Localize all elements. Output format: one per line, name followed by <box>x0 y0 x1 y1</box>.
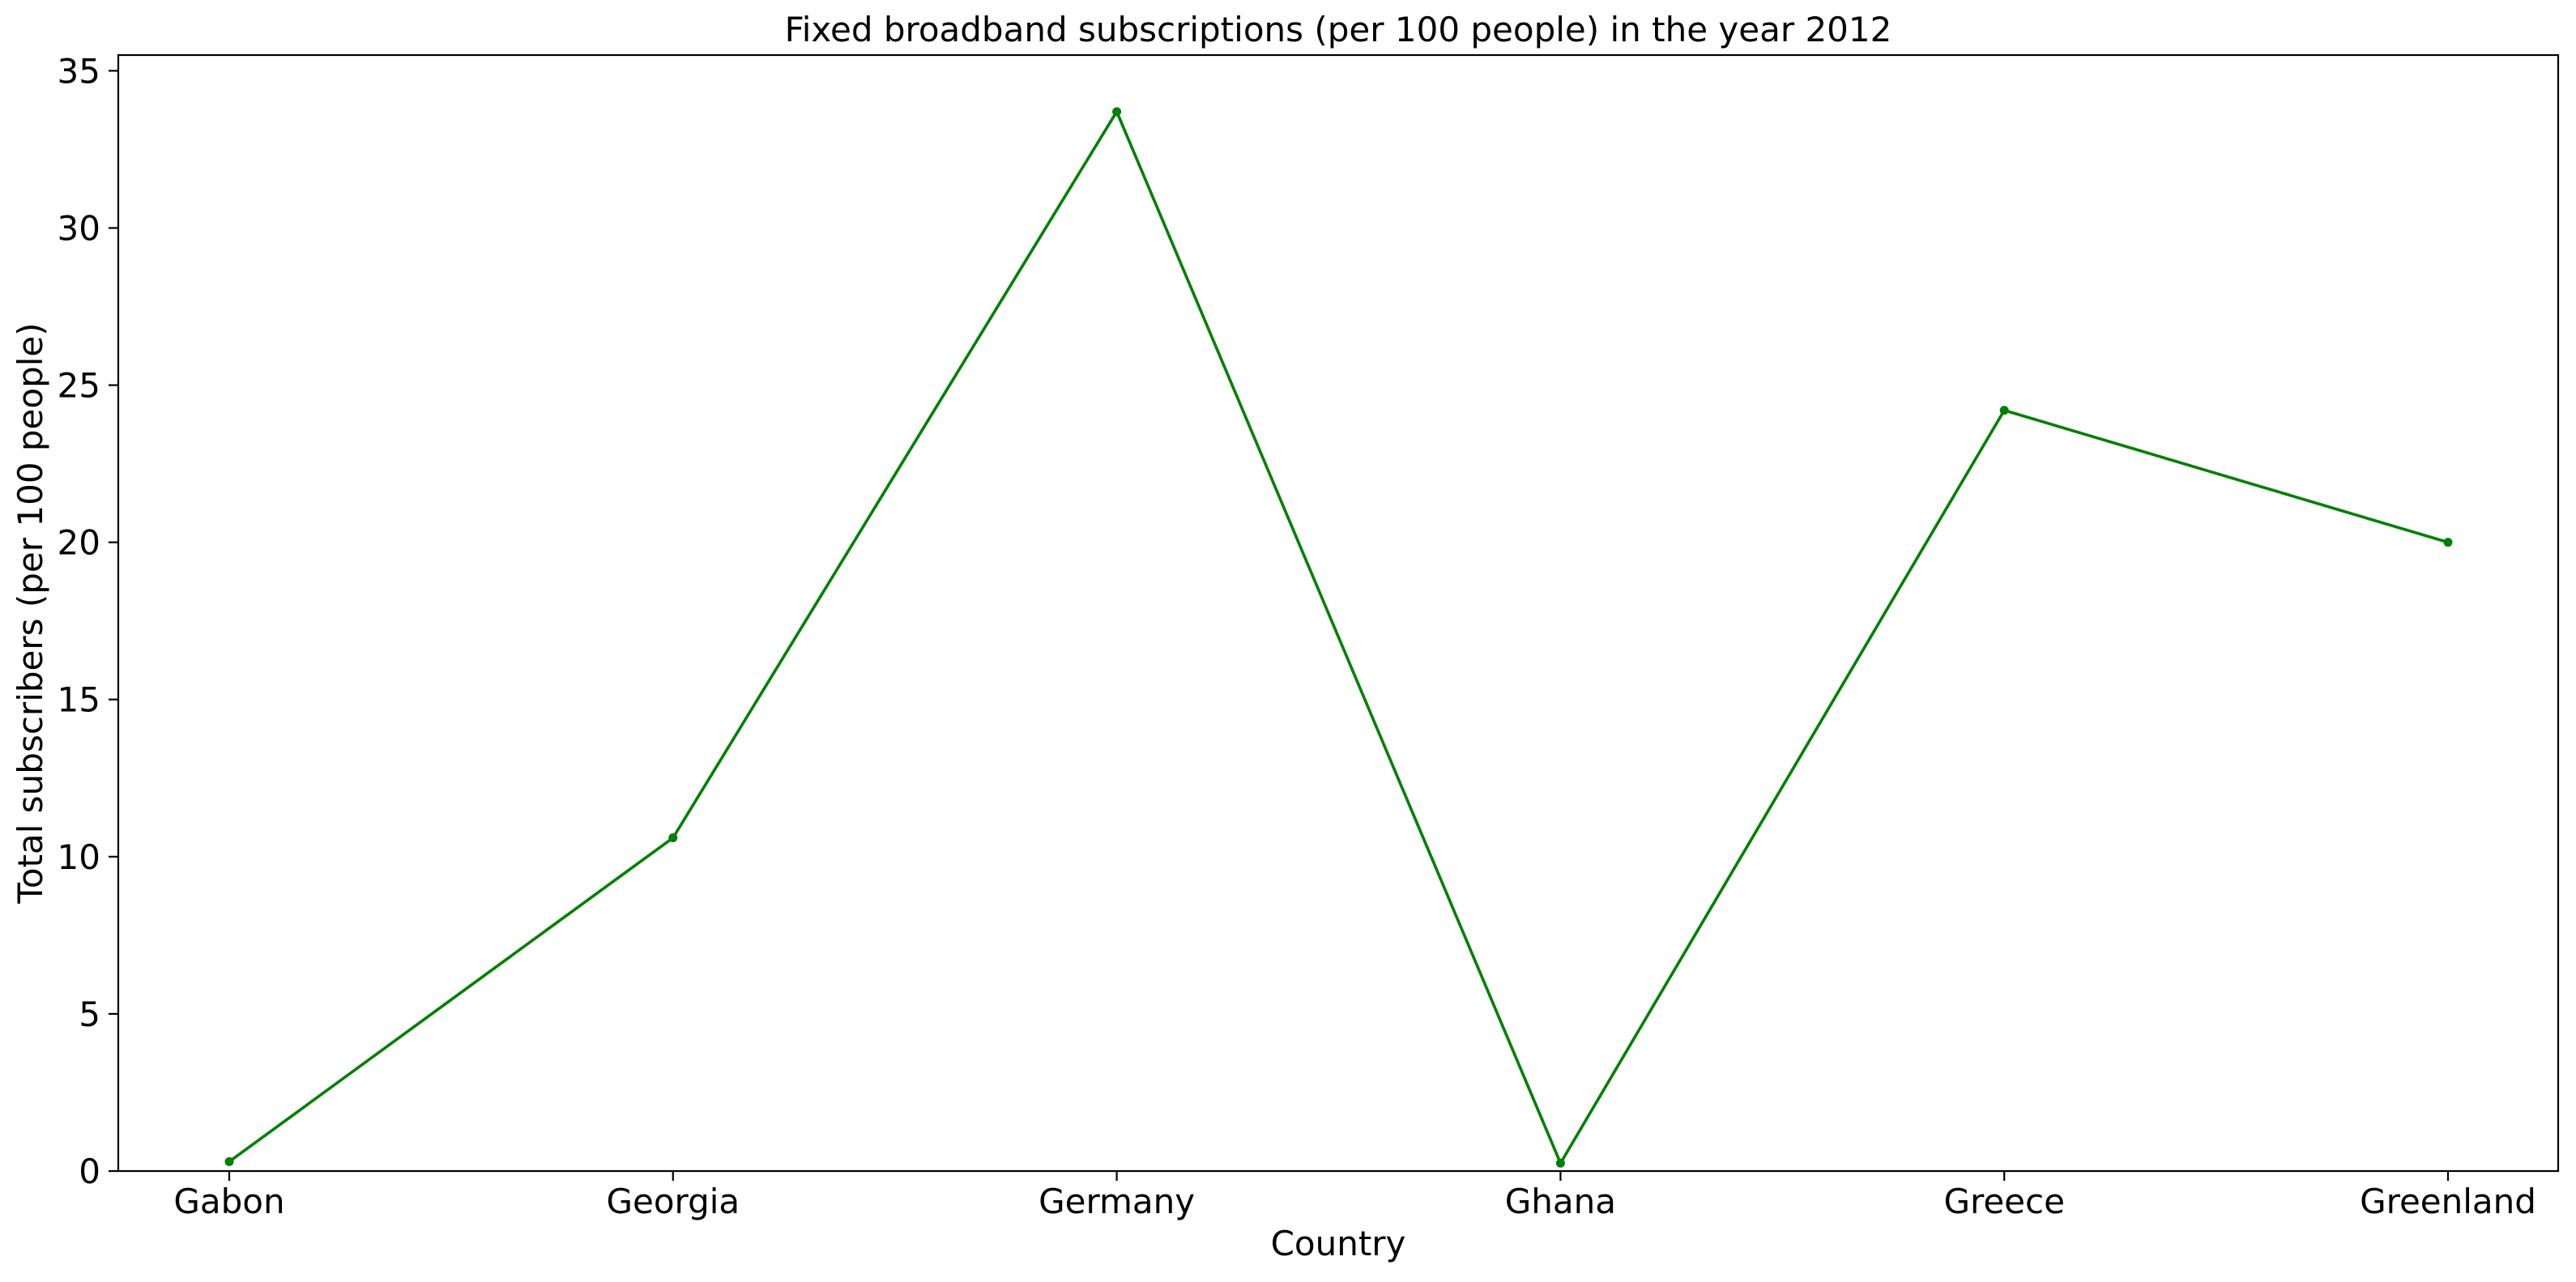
x-tick-label: Gabon <box>173 1182 284 1221</box>
x-axis-ticks: Gabon Georgia Germany Ghana Greece Greenland <box>173 1171 2536 1221</box>
x-tick-label: Greece <box>1943 1182 2065 1221</box>
chart-title: Fixed broadband subscriptions (per 100 p… <box>785 10 1892 49</box>
y-axis-ticks: 0 5 10 15 20 25 30 35 <box>58 51 118 1191</box>
y-tick-label: 20 <box>58 523 100 563</box>
y-tick-label: 30 <box>58 208 100 248</box>
data-point-gabon <box>224 1156 234 1166</box>
y-tick-label: 0 <box>79 1152 100 1191</box>
data-point-greece <box>1999 406 2009 415</box>
y-tick-label: 5 <box>79 995 100 1034</box>
y-tick-label: 25 <box>58 366 100 406</box>
x-tick-label: Germany <box>1039 1182 1195 1221</box>
data-point-georgia <box>668 833 678 843</box>
data-point-ghana <box>1555 1158 1565 1168</box>
x-tick-label: Georgia <box>606 1182 740 1221</box>
plot-frame <box>117 53 2560 1173</box>
y-tick-label: 15 <box>58 680 100 720</box>
y-tick-label: 10 <box>58 837 100 877</box>
series-line <box>228 110 2449 1165</box>
series-layer <box>224 107 2453 1168</box>
y-axis-label: Total subscribers (per 100 people) <box>11 322 50 904</box>
y-tick-label: 35 <box>58 51 100 91</box>
x-axis-label: Country <box>1271 1224 1406 1263</box>
x-tick-label: Greenland <box>2360 1182 2536 1221</box>
data-point-germany <box>1112 107 1122 117</box>
x-tick-label: Ghana <box>1505 1182 1616 1221</box>
data-point-greenland <box>2443 538 2453 547</box>
